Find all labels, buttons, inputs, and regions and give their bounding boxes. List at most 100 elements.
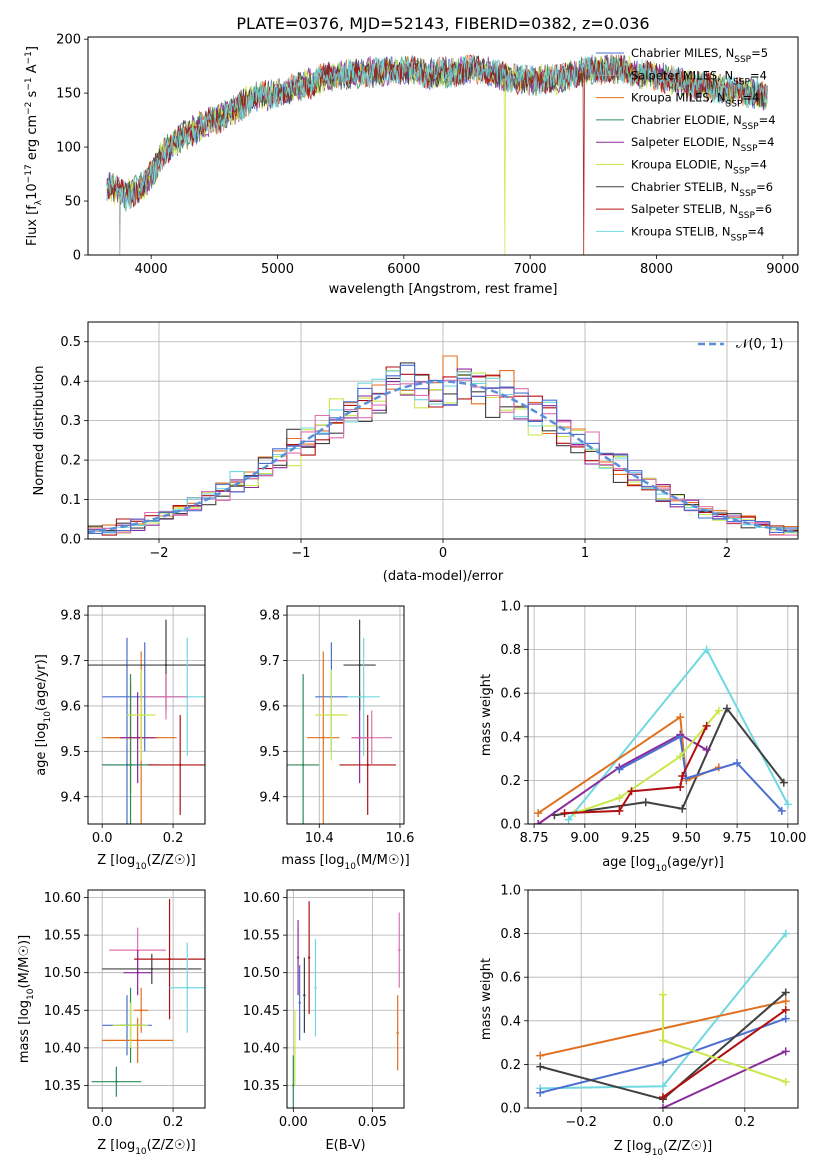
weight-marker xyxy=(678,772,687,781)
panels: 4000 5000 6000 7000 8000 9000 0 50 100 150 200 wave… xyxy=(17,33,806,1158)
data-point xyxy=(314,986,317,989)
y-tick-label: 10.45 xyxy=(44,1004,81,1019)
y-tick-label: 0.2 xyxy=(60,454,81,469)
y-tick-label: 0.8 xyxy=(500,927,521,942)
x-axis-label: Z [log10(Z/Z☉)] xyxy=(97,1138,195,1157)
data-point xyxy=(129,763,132,767)
weight-marker xyxy=(781,1077,790,1086)
plot-area xyxy=(91,899,205,1097)
data-point xyxy=(139,1009,143,1012)
weight-marker xyxy=(781,1047,790,1056)
weight-marker xyxy=(560,809,569,818)
x-axis-label: E(B-V) xyxy=(325,1138,365,1153)
y-tick-label: 0.4 xyxy=(500,730,521,745)
weight-marker xyxy=(733,758,742,767)
weight-marker xyxy=(702,721,711,730)
data-point xyxy=(139,713,143,717)
y-tick-label: 10.55 xyxy=(243,929,280,944)
legend-label: Salpeter MILES, NSSP=4 xyxy=(631,68,767,87)
data-point xyxy=(186,986,189,989)
legend-label: Salpeter ELODIE, NSSP=4 xyxy=(631,135,774,154)
panel-age_vs_Z: 0.0 0.2 9.4 9.5 9.6 9.7 9.8 Z [log10(Z/Z☉)] age … xyxy=(34,605,206,872)
y-tick-label: 10.40 xyxy=(44,1041,81,1056)
y-tick-label: 10.35 xyxy=(243,1079,280,1094)
data-point xyxy=(136,736,139,739)
data-point xyxy=(398,948,401,952)
weight-marker xyxy=(678,804,687,813)
data-point xyxy=(307,956,311,959)
x-tick-label: 0.0 xyxy=(92,831,113,846)
data-point xyxy=(115,1080,118,1083)
y-tick-label: 10.35 xyxy=(44,1079,81,1094)
x-tick-label: 7000 xyxy=(514,262,547,277)
y-tick-label: 200 xyxy=(56,33,81,48)
axes-frame xyxy=(527,605,799,825)
y-tick-label: 0 xyxy=(73,249,81,264)
y-axis-label: Normed distribution xyxy=(32,366,47,496)
data-point xyxy=(366,763,369,767)
weight-marker xyxy=(676,732,685,741)
legend-label: Chabrier ELODIE, NSSP=4 xyxy=(631,113,776,132)
x-tick-label: 5000 xyxy=(261,262,294,277)
x-axis-label: age [log10(age/yr)] xyxy=(602,855,724,874)
y-tick-label: 10.50 xyxy=(243,966,280,981)
y-tick-label: 0.2 xyxy=(500,1058,521,1073)
y-tick-label: 9.6 xyxy=(60,699,81,714)
y-tick-label: 9.8 xyxy=(259,609,280,624)
y-axis-label: mass [log10(M/M☉)] xyxy=(17,935,36,1063)
weight-marker xyxy=(659,1036,667,1045)
data-point xyxy=(296,956,300,959)
y-tick-label: 1.0 xyxy=(500,884,521,899)
axes-frame xyxy=(87,605,206,825)
y-tick-label: 9.5 xyxy=(259,745,280,760)
y-tick-label: 9.7 xyxy=(60,654,81,669)
data-point xyxy=(358,663,361,667)
plot-area xyxy=(88,619,205,824)
weight-line-5 xyxy=(574,709,720,815)
panel-residuals: −2 −1 0 1 2 0.0 0.1 0.2 0.3 0.4 0.5 (data-model)/er… xyxy=(32,321,799,584)
plot-area xyxy=(106,53,768,255)
data-point xyxy=(292,1084,295,1087)
x-tick-label: 0 xyxy=(439,546,447,561)
legend-label: Kroupa MILES, NSSP=4 xyxy=(631,91,759,110)
weight-marker xyxy=(702,745,711,754)
axes-frame xyxy=(286,889,405,1109)
y-axis-label: mass weight xyxy=(479,674,494,756)
panel-mass_vs_Z: 0.0 0.2 10.35 10.40 10.45 10.50 10.55 10.60 Z [l… xyxy=(17,889,206,1157)
weight-marker xyxy=(676,782,685,791)
data-point xyxy=(164,695,168,699)
weight-marker xyxy=(779,778,788,787)
data-point xyxy=(362,695,365,699)
y-tick-label: 0.6 xyxy=(500,687,521,702)
x-tick-label: 4000 xyxy=(135,262,168,277)
axes-frame xyxy=(286,605,405,825)
axes-frame xyxy=(527,889,799,1109)
data-point xyxy=(178,763,182,767)
y-tick-label: 0.1 xyxy=(60,493,81,508)
plot-area xyxy=(292,901,401,1108)
panel-age_vs_mass: 10.4 10.6 9.4 9.5 9.6 9.7 9.8 mass [log10(M/M☉)… xyxy=(259,605,414,872)
x-axis-label: mass [log10(M/M☉)] xyxy=(281,853,409,872)
data-point xyxy=(164,663,168,667)
figure-title: PLATE=0376, MJD=52143, FIBERID=0382, z=0… xyxy=(236,14,649,33)
y-tick-label: 0.8 xyxy=(500,643,521,658)
weight-marker xyxy=(627,787,636,796)
x-tick-label: 0.00 xyxy=(279,1115,308,1130)
data-point xyxy=(293,1046,297,1050)
weight-marker xyxy=(534,820,543,824)
weight-marker xyxy=(781,988,790,997)
weight-line-6 xyxy=(564,725,708,815)
data-point xyxy=(396,1031,399,1035)
normal-curve xyxy=(88,380,798,534)
x-tick-label: 0.2 xyxy=(734,1115,755,1130)
weight-marker xyxy=(783,800,792,809)
panel-spectrum: 4000 5000 6000 7000 8000 9000 0 50 100 150 200 wave… xyxy=(24,33,799,297)
y-tick-label: 10.45 xyxy=(243,1004,280,1019)
x-tick-label: 0.05 xyxy=(358,1115,387,1130)
x-tick-label: −0.2 xyxy=(565,1115,597,1130)
y-tick-label: 10.60 xyxy=(243,891,280,906)
panel-massweight_vs_Z: −0.2 0.0 0.2 0.0 0.2 0.4 0.6 0.8 1.0 Z [log10(Z/Z… xyxy=(479,884,799,1158)
y-axis-label: age [log10(age/yr)] xyxy=(34,654,53,776)
x-tick-label: −1 xyxy=(291,546,310,561)
x-tick-label: 0.0 xyxy=(653,1115,674,1130)
